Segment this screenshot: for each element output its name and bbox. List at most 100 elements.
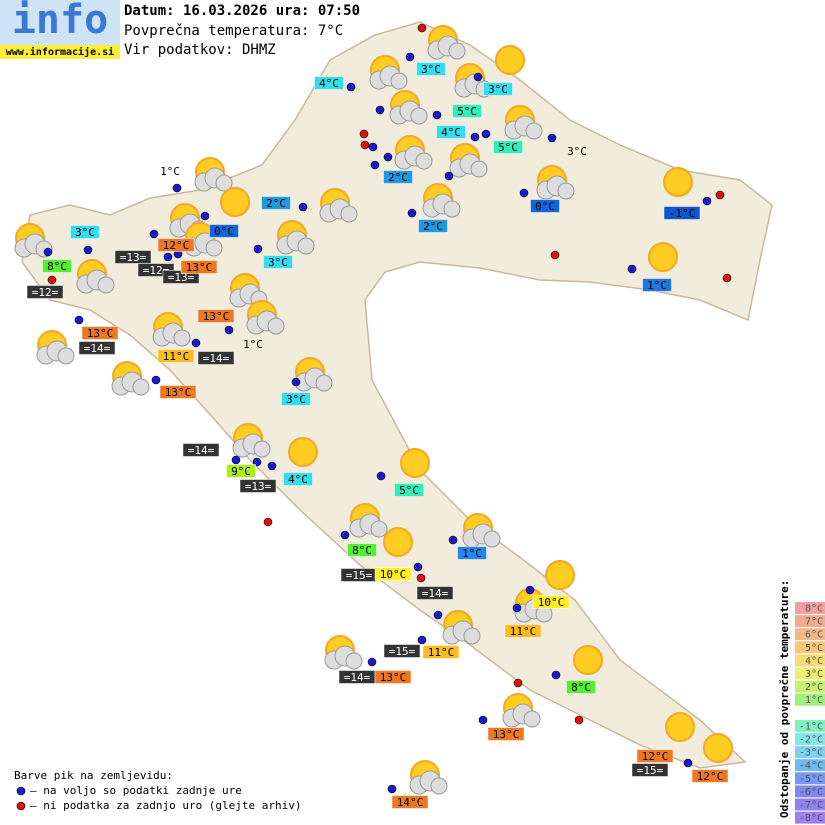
label-box: [493, 140, 523, 154]
label-box: [452, 104, 482, 118]
station-dot: [444, 171, 454, 181]
label-box: [283, 472, 313, 486]
cloud: [76, 269, 115, 294]
temperature-label: 11°C: [163, 350, 190, 363]
label-box: [636, 749, 674, 763]
sun: [288, 437, 318, 467]
temperature-label: 0°C: [214, 225, 234, 238]
station-dot: [432, 110, 442, 120]
temperature-label: 11°C: [510, 625, 537, 638]
temperature-label: 12°C: [642, 750, 669, 763]
cloud: [152, 322, 191, 347]
station-dot: [298, 202, 308, 212]
temperature-label: 12°C: [163, 239, 190, 252]
scale-label: -1°C: [799, 721, 823, 732]
station-dot: [74, 315, 84, 325]
temperature-label: 1°C: [647, 279, 667, 292]
station-dot: [417, 635, 427, 645]
logo-box: [0, 0, 120, 48]
cloud-puff: [57, 347, 75, 365]
sun: [648, 242, 678, 272]
temperature-label: =14=: [84, 342, 111, 355]
station-dot: [151, 375, 161, 385]
sun: [383, 527, 413, 557]
label-box: [532, 595, 570, 609]
label-box: [642, 278, 672, 292]
temperature-label: =15=: [346, 569, 373, 582]
sun: [220, 187, 250, 217]
temperature-label: 10°C: [538, 596, 565, 609]
cloud: [422, 193, 461, 218]
label-box: [159, 385, 197, 399]
label-box: [436, 125, 466, 139]
cloud-puff: [370, 520, 388, 538]
station-dot: [163, 252, 173, 262]
cloud-puff: [430, 777, 448, 795]
cloud: [369, 65, 408, 90]
sun: [663, 167, 693, 197]
temperature-label: 11°C: [428, 646, 455, 659]
station-dot: [387, 784, 397, 794]
scale-label: 6°C: [805, 630, 823, 641]
scale-swatch: [795, 759, 825, 772]
scale-label: 5°C: [805, 643, 823, 654]
sun: [400, 448, 430, 478]
temperature-label: 13°C: [203, 310, 230, 323]
cloud-puff: [205, 239, 223, 257]
temperature-label: 3°C: [421, 63, 441, 76]
legend: – na voljo so podatki zadnje ure – ni pod…: [16, 784, 302, 812]
cloud: [394, 145, 433, 170]
scale-swatch: [795, 641, 825, 654]
cloud-puff: [483, 530, 501, 548]
station-dot: [47, 275, 57, 285]
scale-swatch: [795, 693, 825, 706]
cloud-puff: [253, 440, 271, 458]
label-box: [261, 196, 291, 210]
station-dot: [340, 530, 350, 540]
label-box: [81, 326, 119, 340]
station-dot: [417, 23, 427, 33]
cloud-puff: [340, 205, 358, 223]
station-dot: [405, 52, 415, 62]
temperature-label: 8°C: [571, 681, 591, 694]
scale-label: 7°C: [805, 617, 823, 628]
temperature-label: 4°C: [441, 126, 461, 139]
station-dot: [172, 183, 182, 193]
scale-swatch: [795, 654, 825, 667]
cloud: [36, 340, 75, 365]
scale-swatch: [795, 772, 825, 785]
scale-label: 4°C: [805, 656, 823, 667]
cloud-puff: [132, 378, 150, 396]
website: www.informacije.si: [6, 46, 114, 58]
station-dot: [253, 244, 263, 254]
station-dot: [191, 338, 201, 348]
station-dot: [231, 455, 241, 465]
temperature-label: 3°C: [286, 393, 306, 406]
station-dot: [481, 129, 491, 139]
label-box: [157, 349, 195, 363]
legend-dot: [16, 801, 26, 811]
station-dot: [470, 132, 480, 142]
cloud-puff: [97, 276, 115, 294]
scale-label: -6°C: [799, 787, 823, 798]
temperature-label: =14=: [422, 587, 449, 600]
label-box: [391, 795, 429, 809]
temperature-label: 3°C: [268, 256, 288, 269]
temperature-label: 13°C: [186, 261, 213, 274]
legend-title: Barve pik na zemljevidu:: [14, 769, 173, 782]
temperature-label: =14=: [344, 671, 371, 684]
scale-label: -8°C: [799, 813, 823, 824]
station-dot: [263, 517, 273, 527]
station-dot: [359, 129, 369, 139]
scale: 8°C 7°C 6°C 5°C 4°C 3°C 2°C 1°C -1°C -2°C -3°C -4°C…: [795, 602, 825, 824]
station-dot: [551, 670, 561, 680]
scale-label: 2°C: [805, 682, 823, 693]
cloud: [502, 703, 541, 728]
scale-label: -3°C: [799, 748, 823, 759]
sun: [703, 733, 733, 763]
label-box: [416, 586, 454, 600]
label-box: [418, 219, 448, 233]
label-box: [483, 82, 513, 96]
station-dot: [360, 140, 370, 150]
temperature-label: 1°C: [462, 547, 482, 560]
